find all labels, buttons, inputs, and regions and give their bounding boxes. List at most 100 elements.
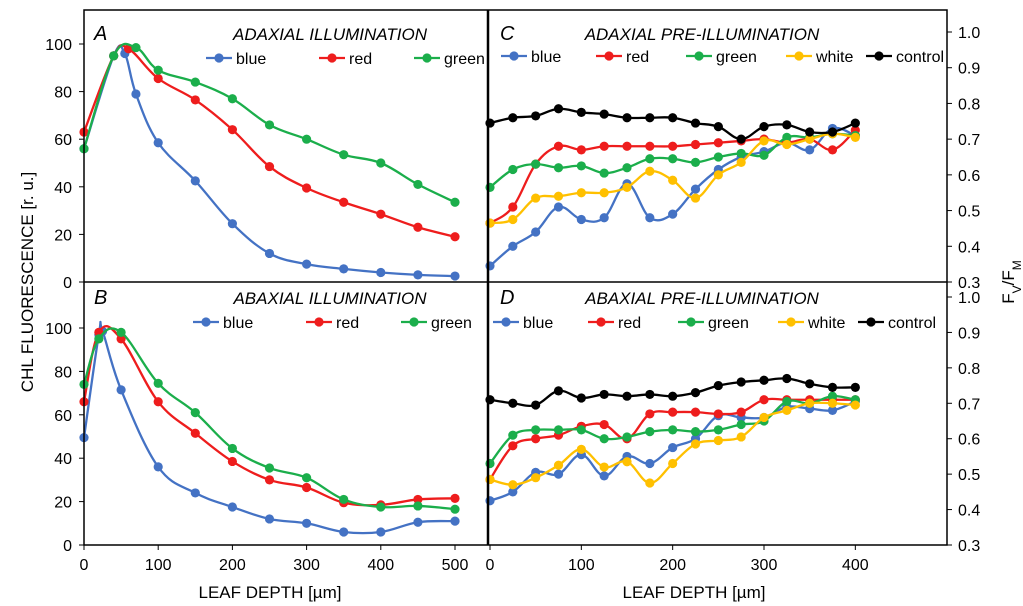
x-tick-label: 300 bbox=[293, 557, 320, 574]
data-point-green bbox=[190, 408, 200, 418]
data-point-white bbox=[553, 191, 564, 201]
x-axis-label-left: LEAF DEPTH [µm] bbox=[199, 583, 342, 602]
data-point-green bbox=[622, 432, 632, 442]
data-point-blue bbox=[264, 514, 275, 524]
data-point-control bbox=[782, 373, 792, 384]
legend-marker-red bbox=[327, 53, 337, 63]
y-tick-label: 0.8 bbox=[958, 96, 980, 113]
data-point-white bbox=[690, 193, 701, 203]
data-point-control bbox=[645, 113, 655, 123]
y-tick-label: 40 bbox=[54, 180, 72, 197]
legend-label-control: control bbox=[888, 315, 936, 332]
data-point-white bbox=[576, 444, 586, 454]
data-point-red bbox=[508, 441, 518, 451]
data-point-green bbox=[508, 430, 518, 440]
data-point-blue bbox=[690, 184, 701, 194]
data-point-green bbox=[531, 425, 541, 435]
data-point-white bbox=[531, 193, 541, 203]
data-point-red bbox=[190, 95, 200, 105]
data-point-white bbox=[508, 480, 518, 490]
data-point-red bbox=[116, 334, 126, 344]
data-point-blue bbox=[339, 527, 349, 537]
y-tick-label: 1.0 bbox=[958, 290, 980, 307]
data-point-green bbox=[339, 150, 349, 160]
y-tick-label: 0.3 bbox=[958, 275, 980, 292]
y-tick-label: 0.8 bbox=[958, 361, 980, 378]
data-point-green bbox=[690, 157, 701, 167]
data-point-blue bbox=[302, 518, 312, 528]
x-tick-label: 500 bbox=[442, 557, 469, 574]
legend-label-control: control bbox=[896, 49, 944, 66]
data-point-green bbox=[508, 164, 518, 175]
data-point-blue bbox=[227, 219, 237, 229]
data-point-white bbox=[713, 170, 723, 180]
data-point-white bbox=[736, 157, 746, 167]
data-point-control bbox=[759, 122, 769, 132]
data-point-green bbox=[599, 434, 609, 444]
data-point-white bbox=[668, 458, 678, 469]
data-point-red bbox=[264, 475, 275, 485]
data-point-blue bbox=[508, 487, 518, 497]
data-point-green bbox=[264, 463, 275, 473]
legend-marker-blue bbox=[201, 317, 211, 327]
data-point-white bbox=[805, 134, 815, 144]
data-point-red bbox=[227, 456, 237, 467]
data-point-white bbox=[805, 398, 815, 408]
data-point-control bbox=[599, 109, 609, 119]
legend-label-blue: blue bbox=[523, 315, 553, 332]
data-point-green bbox=[376, 502, 386, 512]
data-point-red bbox=[413, 494, 423, 505]
series-line-blue bbox=[82, 44, 456, 278]
data-point-control bbox=[576, 393, 586, 403]
y-tick-label: 0 bbox=[63, 538, 72, 555]
data-point-green bbox=[827, 391, 838, 401]
data-point-red bbox=[668, 407, 678, 417]
data-point-white bbox=[576, 188, 586, 198]
y-tick-label: 0.6 bbox=[958, 432, 980, 449]
data-point-red bbox=[622, 141, 632, 151]
data-point-green bbox=[190, 77, 200, 87]
data-point-blue bbox=[668, 209, 678, 219]
data-point-green bbox=[302, 134, 312, 144]
legend-marker-green bbox=[422, 53, 432, 63]
legend-label-red: red bbox=[349, 51, 372, 68]
y-tick-label: 100 bbox=[45, 37, 72, 54]
data-point-blue bbox=[302, 259, 312, 269]
data-point-control bbox=[645, 389, 655, 400]
data-point-blue bbox=[599, 471, 609, 481]
data-point-control bbox=[713, 122, 723, 132]
y-tick-label: 0.7 bbox=[958, 132, 980, 149]
data-point-green bbox=[531, 159, 541, 169]
data-point-red bbox=[690, 139, 701, 150]
data-point-green bbox=[339, 494, 349, 505]
legend-label-red: red bbox=[626, 49, 649, 66]
data-point-control bbox=[782, 120, 792, 130]
panel-letter: B bbox=[94, 287, 107, 309]
data-point-control bbox=[622, 113, 632, 123]
data-point-blue bbox=[668, 442, 678, 453]
legend-marker-control bbox=[866, 317, 876, 327]
data-point-green bbox=[302, 473, 312, 483]
legend-label-white: white bbox=[807, 315, 845, 332]
data-point-white bbox=[508, 214, 518, 225]
x-tick-label: 200 bbox=[219, 557, 246, 574]
data-point-green bbox=[553, 425, 564, 435]
data-point-green bbox=[690, 427, 701, 437]
panel-title: ADAXIAL PRE-ILLUMINATION bbox=[584, 25, 820, 44]
data-point-white bbox=[850, 132, 860, 142]
y-tick-label: 40 bbox=[54, 451, 72, 468]
data-point-white bbox=[599, 188, 609, 198]
data-point-white bbox=[668, 175, 678, 185]
data-point-white bbox=[850, 400, 860, 410]
data-point-red bbox=[508, 202, 518, 212]
data-point-red bbox=[553, 141, 564, 151]
data-point-white bbox=[782, 139, 792, 150]
data-point-red bbox=[413, 222, 423, 232]
y-tick-label: 1.0 bbox=[958, 25, 980, 42]
plot-frame bbox=[83, 9, 948, 546]
y-tick-label: 20 bbox=[54, 227, 72, 244]
panel-a: 0 20 40 60 80 100 A ADAXIAL ILLUMINATION blue red… bbox=[45, 23, 485, 292]
data-point-green bbox=[450, 197, 460, 207]
data-point-control bbox=[599, 389, 609, 400]
data-point-white bbox=[736, 432, 746, 442]
